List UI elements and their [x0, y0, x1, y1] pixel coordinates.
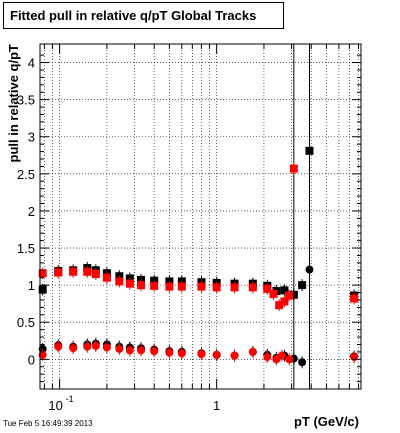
mean-point: [248, 283, 257, 292]
sigma-point: [305, 265, 314, 274]
sigma-point: [54, 342, 63, 351]
sigma-point: [263, 353, 272, 362]
mean-point: [197, 282, 206, 291]
y-tick-label: 0: [28, 352, 35, 367]
mean-point: [150, 281, 159, 290]
mean-point: [115, 277, 124, 286]
sigma-point: [165, 348, 174, 357]
data-points: [38, 144, 359, 369]
sigma-point: [150, 347, 159, 356]
x-axis-title: pT (GeV/c): [294, 414, 359, 429]
chart-title: Fitted pull in relative q/pT Global Trac…: [3, 2, 284, 29]
mean-point: [298, 281, 307, 290]
y-tick-label: 1: [28, 278, 35, 293]
mean-point: [275, 301, 284, 310]
reference-lines: [293, 44, 310, 389]
sigma-point: [102, 343, 111, 352]
mean-point: [269, 290, 278, 299]
mean-point: [289, 164, 298, 173]
mean-point: [280, 286, 289, 295]
sigma-point: [285, 355, 294, 364]
y-tick-label: 4: [28, 56, 35, 71]
y-tick-label: 3: [28, 130, 35, 145]
mean-point: [285, 291, 294, 300]
sigma-point: [350, 353, 359, 362]
mean-point: [69, 267, 78, 276]
sigma-point: [91, 341, 100, 350]
sigma-point: [177, 349, 186, 358]
x-tick-label: 10: [48, 398, 62, 413]
mean-point: [263, 284, 272, 293]
sigma-point: [212, 350, 221, 359]
sigma-point: [137, 346, 146, 355]
sigma-point: [125, 346, 134, 355]
sigma-point: [197, 350, 206, 359]
mean-point: [177, 282, 186, 291]
mean-point: [91, 270, 100, 278]
sigma-point: [69, 344, 78, 353]
sigma-point: [277, 351, 286, 360]
mean-point: [38, 269, 47, 278]
mean-point: [102, 273, 111, 282]
y-tick-label: 2.5: [17, 167, 35, 182]
x-tick-label: 1: [213, 398, 220, 413]
y-tick-labels: 0 0.5 1 1.5 2 2.5 3 3.5 4: [17, 56, 35, 368]
y-axis-title: pull in relative q/pT: [6, 44, 21, 163]
sigma-point: [230, 351, 239, 360]
sigma-point: [115, 344, 124, 353]
sigma-point: [83, 342, 92, 351]
plot-frame: [39, 43, 362, 390]
sigma-point: [298, 358, 307, 367]
timestamp: Tue Feb 5 16:49:39 2013: [3, 419, 93, 428]
mean-point: [305, 146, 314, 155]
y-tick-label: 0.5: [17, 315, 35, 330]
grid-lines: [40, 44, 361, 389]
sigma-point: [248, 347, 257, 356]
y-tick-label: 3.5: [17, 93, 35, 108]
x-tick-labels: 10 -1 1: [48, 394, 220, 413]
mean-point: [54, 268, 63, 277]
mean-point: [289, 290, 298, 299]
mean-point: [83, 267, 92, 276]
mean-point: [212, 283, 221, 292]
y-tick-label: 2: [28, 204, 35, 219]
mean-point: [350, 294, 359, 303]
axis-ticks: [40, 44, 361, 389]
mean-point: [38, 285, 47, 294]
mean-point: [165, 282, 174, 291]
mean-point: [280, 297, 289, 306]
sigma-point: [38, 350, 47, 359]
x-tick-exponent: -1: [66, 394, 74, 404]
mean-point: [137, 281, 146, 290]
y-tick-label: 1.5: [17, 241, 35, 256]
mean-point: [230, 283, 239, 292]
mean-point: [125, 279, 134, 288]
